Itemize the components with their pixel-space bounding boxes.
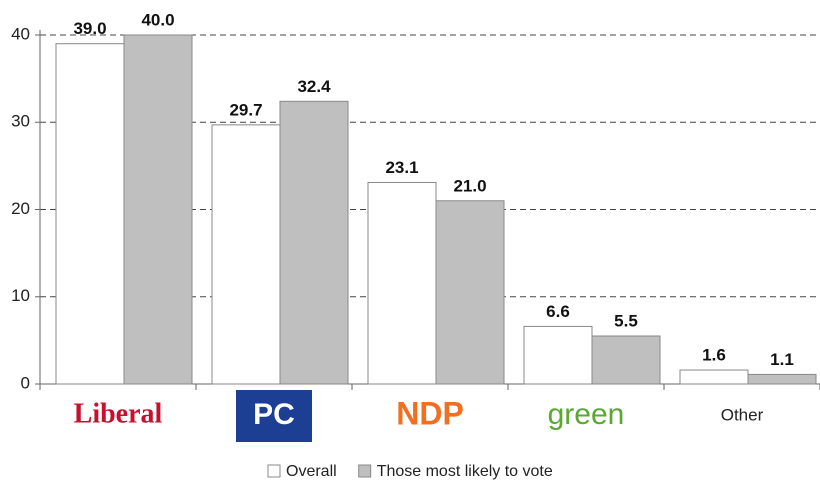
x-tick-label: green <box>548 398 625 431</box>
y-tick-label: 20 <box>11 199 30 218</box>
bar <box>523 325 593 385</box>
value-label: 21.0 <box>453 176 486 195</box>
bar <box>211 124 281 385</box>
bar <box>591 335 661 385</box>
y-tick-label: 10 <box>11 286 30 305</box>
value-label: 32.4 <box>297 77 331 96</box>
y-tick-label: 0 <box>21 373 30 392</box>
value-label: 39.0 <box>73 19 106 38</box>
bar <box>435 200 505 385</box>
legend-label: Overall <box>286 463 337 480</box>
y-tick-label: 40 <box>11 24 30 43</box>
x-tick-label: PC <box>253 398 295 431</box>
bar <box>367 181 437 385</box>
legend-swatch <box>358 464 372 478</box>
value-label: 1.1 <box>770 350 794 369</box>
y-tick-label: 30 <box>11 112 30 131</box>
legend-label: Those most likely to vote <box>377 463 553 480</box>
x-tick-label: NDP <box>396 395 464 431</box>
logo-box <box>236 390 312 442</box>
x-tick-label: Liberal <box>74 398 163 429</box>
value-label: 23.1 <box>385 158 418 177</box>
value-label: 5.5 <box>614 311 638 330</box>
value-label: 6.6 <box>546 302 570 321</box>
legend-swatch <box>267 464 281 478</box>
bar <box>55 43 125 385</box>
value-label: 29.7 <box>229 100 262 119</box>
bar <box>679 369 749 385</box>
bar <box>279 100 349 385</box>
bar <box>747 373 817 385</box>
bar <box>123 34 193 385</box>
x-tick-label: Other <box>721 405 764 424</box>
value-label: 40.0 <box>141 10 174 29</box>
value-label: 1.6 <box>702 346 726 365</box>
